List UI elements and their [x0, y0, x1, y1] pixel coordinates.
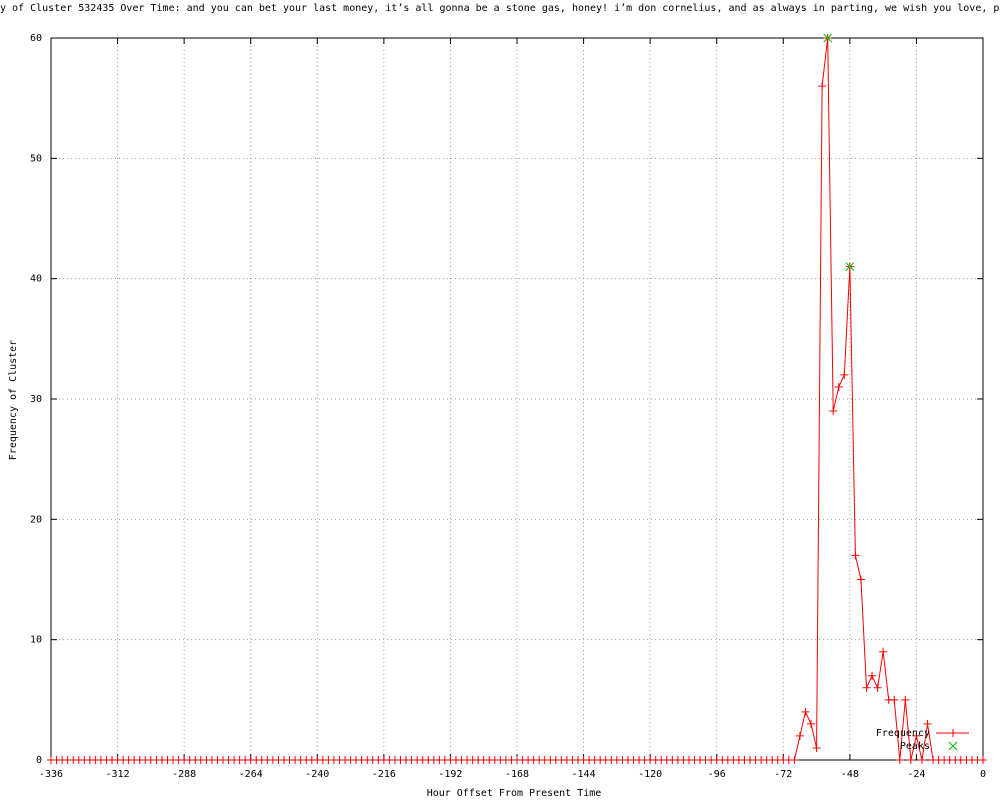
point-marker [879, 647, 888, 656]
x-tick-label: -264 [239, 769, 263, 780]
x-tick-label: -312 [106, 769, 130, 780]
point-marker [818, 82, 827, 91]
y-tick-label: 0 [36, 755, 42, 766]
x-tick-label: -240 [305, 769, 329, 780]
x-tick-label: -288 [172, 769, 196, 780]
y-tick-label: 20 [30, 514, 42, 525]
point-marker [807, 719, 816, 728]
x-tick-label: -96 [708, 769, 726, 780]
y-tick-label: 50 [30, 153, 42, 164]
x-tick-label: -192 [438, 769, 462, 780]
point-marker [917, 756, 926, 764]
x-tick-label: -168 [505, 769, 529, 780]
point-marker [873, 683, 882, 692]
legend-label: Frequency [876, 728, 930, 739]
point-marker [823, 33, 833, 43]
x-tick-label: -144 [572, 769, 596, 780]
x-tick-label: -48 [841, 769, 859, 780]
legend-label: Peaks [900, 741, 930, 752]
point-marker [862, 683, 871, 692]
x-tick-label: -72 [774, 769, 792, 780]
point-marker [812, 743, 821, 752]
point-marker [868, 671, 877, 680]
point-marker [890, 695, 899, 704]
point-marker [801, 707, 810, 716]
point-marker [851, 551, 860, 560]
point-marker [856, 575, 865, 584]
point-marker [840, 370, 849, 379]
y-tick-label: 30 [30, 394, 42, 405]
x-tick-label: -24 [907, 769, 925, 780]
x-tick-label: -216 [372, 769, 396, 780]
x-tick-label: -336 [39, 769, 63, 780]
legend-marker [948, 741, 958, 751]
point-marker [845, 262, 855, 271]
point-marker [790, 756, 799, 764]
y-tick-label: 40 [30, 274, 42, 285]
point-marker [923, 719, 932, 728]
point-marker [834, 382, 843, 391]
y-tick-label: 60 [30, 33, 42, 44]
chart-title: y of Cluster 532435 Over Time: and you c… [0, 3, 1000, 14]
point-marker [979, 756, 987, 764]
y-axis-label: Frequency of Cluster [8, 340, 19, 460]
point-marker [906, 756, 915, 764]
point-marker [895, 756, 904, 764]
legend-marker [949, 729, 957, 737]
point-marker [829, 407, 838, 416]
x-tick-label: -120 [638, 769, 662, 780]
y-tick-label: 10 [30, 635, 42, 646]
x-axis-label: Hour Offset From Present Time [427, 788, 602, 799]
point-marker [912, 731, 921, 740]
x-tick-label: 0 [980, 769, 986, 780]
point-marker [795, 731, 804, 740]
point-marker [901, 695, 910, 704]
